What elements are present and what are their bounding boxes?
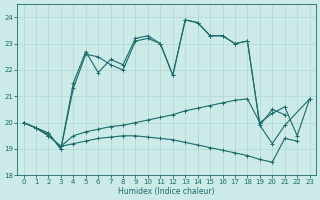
X-axis label: Humidex (Indice chaleur): Humidex (Indice chaleur) xyxy=(118,187,215,196)
